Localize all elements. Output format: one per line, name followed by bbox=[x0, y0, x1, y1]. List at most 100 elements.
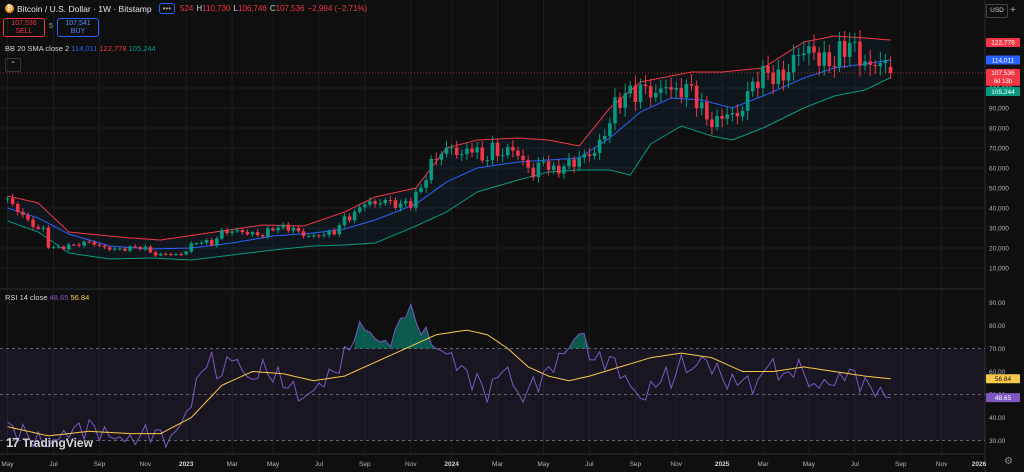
candle-body bbox=[230, 231, 234, 234]
candle-body bbox=[863, 61, 867, 66]
candle-body bbox=[679, 87, 684, 98]
tradingview-icon: 17 bbox=[6, 435, 20, 450]
candle-body bbox=[240, 230, 245, 233]
grid bbox=[0, 0, 986, 472]
rsi-overbought-fill bbox=[344, 304, 590, 349]
rsi-ma-value: 56.84 bbox=[70, 293, 90, 302]
candle-body bbox=[306, 235, 311, 237]
bb-legend[interactable]: BB 20 SMA close 2 114,011 122,778 105,24… bbox=[5, 44, 156, 53]
candle-body bbox=[608, 123, 612, 137]
candle-body bbox=[5, 198, 10, 200]
candle-body bbox=[31, 219, 35, 227]
candle-body bbox=[536, 162, 541, 178]
candle-body bbox=[72, 244, 76, 246]
spread-value: 5 bbox=[49, 23, 53, 30]
gear-icon[interactable]: ⚙ bbox=[1004, 456, 1013, 467]
candle-body bbox=[832, 66, 837, 68]
x-tick-label: Sep bbox=[630, 461, 642, 468]
bb-lower-tag: 105,244 bbox=[991, 89, 1015, 96]
candle-body bbox=[516, 150, 520, 156]
buy-button[interactable]: 107,541 BUY bbox=[57, 18, 99, 37]
candle-body bbox=[357, 207, 362, 212]
x-tick-label: Mar bbox=[227, 461, 239, 468]
bb-basis-value: 114,011 bbox=[71, 44, 98, 53]
x-tick-label: Sep bbox=[359, 461, 371, 468]
symbol-header[interactable]: ₿ Bitcoin / U.S. Dollar · 1W · Bitstamp … bbox=[5, 3, 367, 14]
candle-body bbox=[521, 155, 525, 161]
candle-body bbox=[408, 201, 413, 208]
candle-body bbox=[858, 41, 862, 66]
tradingview-logo: 17 TradingView bbox=[6, 435, 93, 450]
candle-body bbox=[271, 228, 275, 231]
candle-body bbox=[495, 142, 500, 156]
candle-body bbox=[807, 46, 811, 54]
candle-body bbox=[761, 65, 765, 89]
candle-body bbox=[347, 216, 352, 221]
candle-body bbox=[337, 225, 342, 235]
plus-icon[interactable]: + bbox=[1010, 5, 1016, 16]
candle-body bbox=[883, 60, 888, 64]
candle-body bbox=[419, 187, 423, 192]
currency-selector[interactable]: USD bbox=[986, 4, 1008, 18]
candle-body bbox=[235, 230, 240, 232]
bb-upper-line bbox=[7, 35, 891, 241]
candle-body bbox=[853, 41, 857, 43]
more-button[interactable]: ••• bbox=[158, 3, 176, 14]
candle-body bbox=[128, 246, 132, 251]
candle-body bbox=[781, 69, 786, 81]
x-tick-label: May bbox=[267, 461, 280, 468]
candle-body bbox=[403, 201, 408, 204]
candle-body bbox=[26, 214, 30, 220]
buy-label: BUY bbox=[70, 28, 86, 35]
candle-body bbox=[82, 241, 86, 246]
x-tick-label: Sep bbox=[94, 461, 106, 468]
candle-body bbox=[21, 211, 25, 215]
candle-body bbox=[623, 93, 627, 108]
y-tick-label: 30,000 bbox=[989, 226, 1009, 233]
candle-body bbox=[705, 102, 709, 120]
candle-body bbox=[174, 254, 178, 256]
axes: May Jul Sep Nov 2023 Mar May Jul Sep Nov 2024 Mar Ma… bbox=[1, 86, 1012, 469]
candle-body bbox=[822, 52, 827, 66]
sell-button[interactable]: 107,536 SELL bbox=[3, 18, 45, 37]
candle-body bbox=[215, 238, 219, 246]
collapse-legend-button[interactable]: ⌃ bbox=[5, 58, 21, 72]
rsi-y-tick-label: 80.00 bbox=[989, 323, 1006, 330]
candle-body bbox=[572, 159, 576, 167]
candle-body bbox=[531, 167, 536, 178]
x-tick-label: May bbox=[1, 461, 14, 468]
low-label: L bbox=[233, 4, 238, 13]
candle-body bbox=[107, 247, 112, 250]
candle-body bbox=[424, 180, 428, 188]
candle-body bbox=[15, 203, 20, 212]
bb-lower-value: 105,244 bbox=[128, 44, 156, 53]
rsi-value: 48.65 bbox=[49, 293, 69, 302]
candle-body bbox=[500, 155, 505, 157]
candle-body bbox=[194, 243, 199, 245]
bb-upper-tag-bg bbox=[986, 37, 1020, 47]
x-tick-label: Jul bbox=[851, 461, 860, 468]
sell-label: SELL bbox=[15, 28, 33, 35]
rsi-line bbox=[7, 302, 891, 449]
candle-body bbox=[378, 203, 382, 205]
candle-body bbox=[169, 254, 173, 256]
y-tick-label: 50,000 bbox=[989, 186, 1009, 193]
sell-price: 107,536 bbox=[11, 20, 37, 27]
candle-body bbox=[158, 253, 163, 256]
candle-body bbox=[41, 227, 46, 229]
rsi-tag-bg bbox=[986, 393, 1020, 403]
y-tick-label: 10,000 bbox=[989, 266, 1009, 273]
rsi-ma-tag: 56.84 bbox=[995, 376, 1012, 383]
rsi-legend[interactable]: RSI 14 close 48.65 56.84 bbox=[5, 293, 89, 302]
candle-body bbox=[209, 240, 214, 246]
rsi-pane bbox=[0, 302, 985, 449]
rsi-y-tick-label: 70.00 bbox=[989, 346, 1006, 353]
candle-body bbox=[276, 227, 280, 231]
bb-upper-tag: 122,778 bbox=[991, 40, 1015, 47]
candle-body bbox=[878, 63, 883, 67]
candle-body bbox=[750, 81, 755, 92]
candle-body bbox=[449, 147, 454, 149]
ohlc-values: 524 H 110,730 L 106,746 C 107,536 −2,994 (−… bbox=[180, 4, 367, 13]
rsi-ma-line bbox=[7, 329, 891, 437]
